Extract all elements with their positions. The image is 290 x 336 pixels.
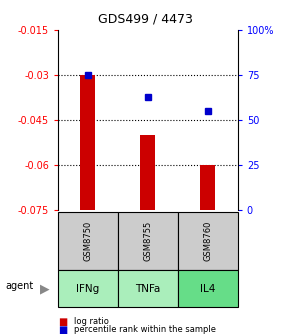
Bar	[200, 165, 215, 210]
Text: GDS499 / 4473: GDS499 / 4473	[97, 13, 193, 26]
Text: GSM8760: GSM8760	[203, 221, 212, 261]
Text: GSM8755: GSM8755	[143, 221, 153, 261]
Text: TNFa: TNFa	[135, 284, 161, 294]
Text: ■: ■	[58, 317, 67, 327]
Bar	[80, 75, 95, 210]
Text: ■: ■	[58, 325, 67, 335]
Text: IFNg: IFNg	[76, 284, 99, 294]
Text: GSM8750: GSM8750	[84, 221, 93, 261]
Text: percentile rank within the sample: percentile rank within the sample	[74, 326, 216, 334]
Bar	[140, 135, 155, 210]
Text: ▶: ▶	[40, 283, 50, 295]
Text: log ratio: log ratio	[74, 317, 109, 326]
Text: agent: agent	[6, 281, 34, 291]
Text: IL4: IL4	[200, 284, 215, 294]
